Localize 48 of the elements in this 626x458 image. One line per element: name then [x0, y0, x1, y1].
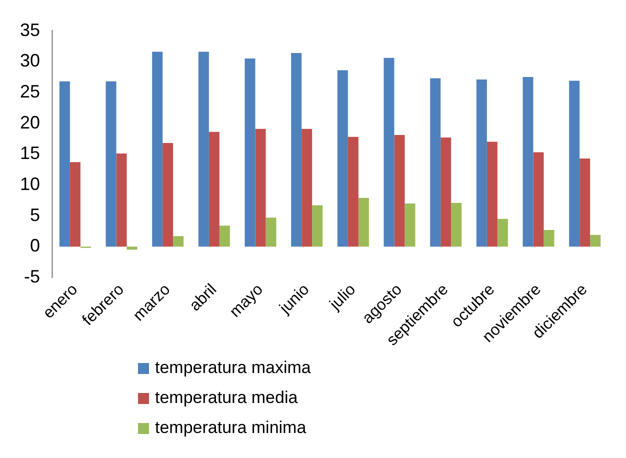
legend-label: temperatura minima	[155, 418, 306, 438]
bar	[384, 58, 394, 247]
bar	[580, 158, 590, 247]
bar	[430, 78, 441, 247]
bar	[590, 234, 601, 247]
bar	[219, 226, 230, 247]
y-tick-label: 5	[30, 204, 40, 225]
bar	[291, 53, 302, 247]
legend-label: temperatura media	[155, 388, 298, 408]
bar	[533, 152, 544, 247]
y-tick-label: 30	[20, 50, 40, 71]
bar	[208, 132, 220, 247]
bar	[394, 135, 405, 247]
bar	[440, 137, 452, 247]
bar	[486, 142, 498, 247]
y-tick-label: 25	[20, 81, 40, 102]
y-tick-label: 20	[20, 112, 40, 132]
bar	[162, 143, 174, 247]
bar	[70, 162, 80, 247]
bar	[451, 202, 462, 247]
bar	[476, 80, 487, 247]
bar	[302, 128, 312, 247]
bar	[173, 236, 184, 247]
y-tick-label: 10	[20, 174, 40, 194]
bar	[497, 218, 508, 247]
y-tick-label: 35	[20, 20, 40, 40]
bar	[569, 80, 580, 247]
bar	[106, 81, 116, 247]
bar	[126, 246, 138, 250]
bar	[358, 198, 369, 247]
y-tick-label: 0	[30, 236, 40, 256]
bar	[198, 52, 209, 247]
y-tick-label: -5	[24, 266, 40, 286]
bar	[312, 205, 323, 247]
y-tick-label: 15	[20, 143, 40, 164]
bar	[544, 230, 554, 247]
legend-label: temperatura maxima	[155, 358, 311, 378]
bar	[348, 136, 358, 247]
bar	[255, 128, 266, 247]
bar	[522, 77, 534, 247]
bar	[59, 81, 70, 247]
bar	[116, 154, 127, 247]
bar	[152, 52, 163, 247]
bar	[404, 203, 416, 247]
bar	[266, 218, 276, 247]
bar	[337, 70, 348, 247]
x-tick-label: julio	[326, 281, 360, 314]
bar	[244, 58, 256, 247]
